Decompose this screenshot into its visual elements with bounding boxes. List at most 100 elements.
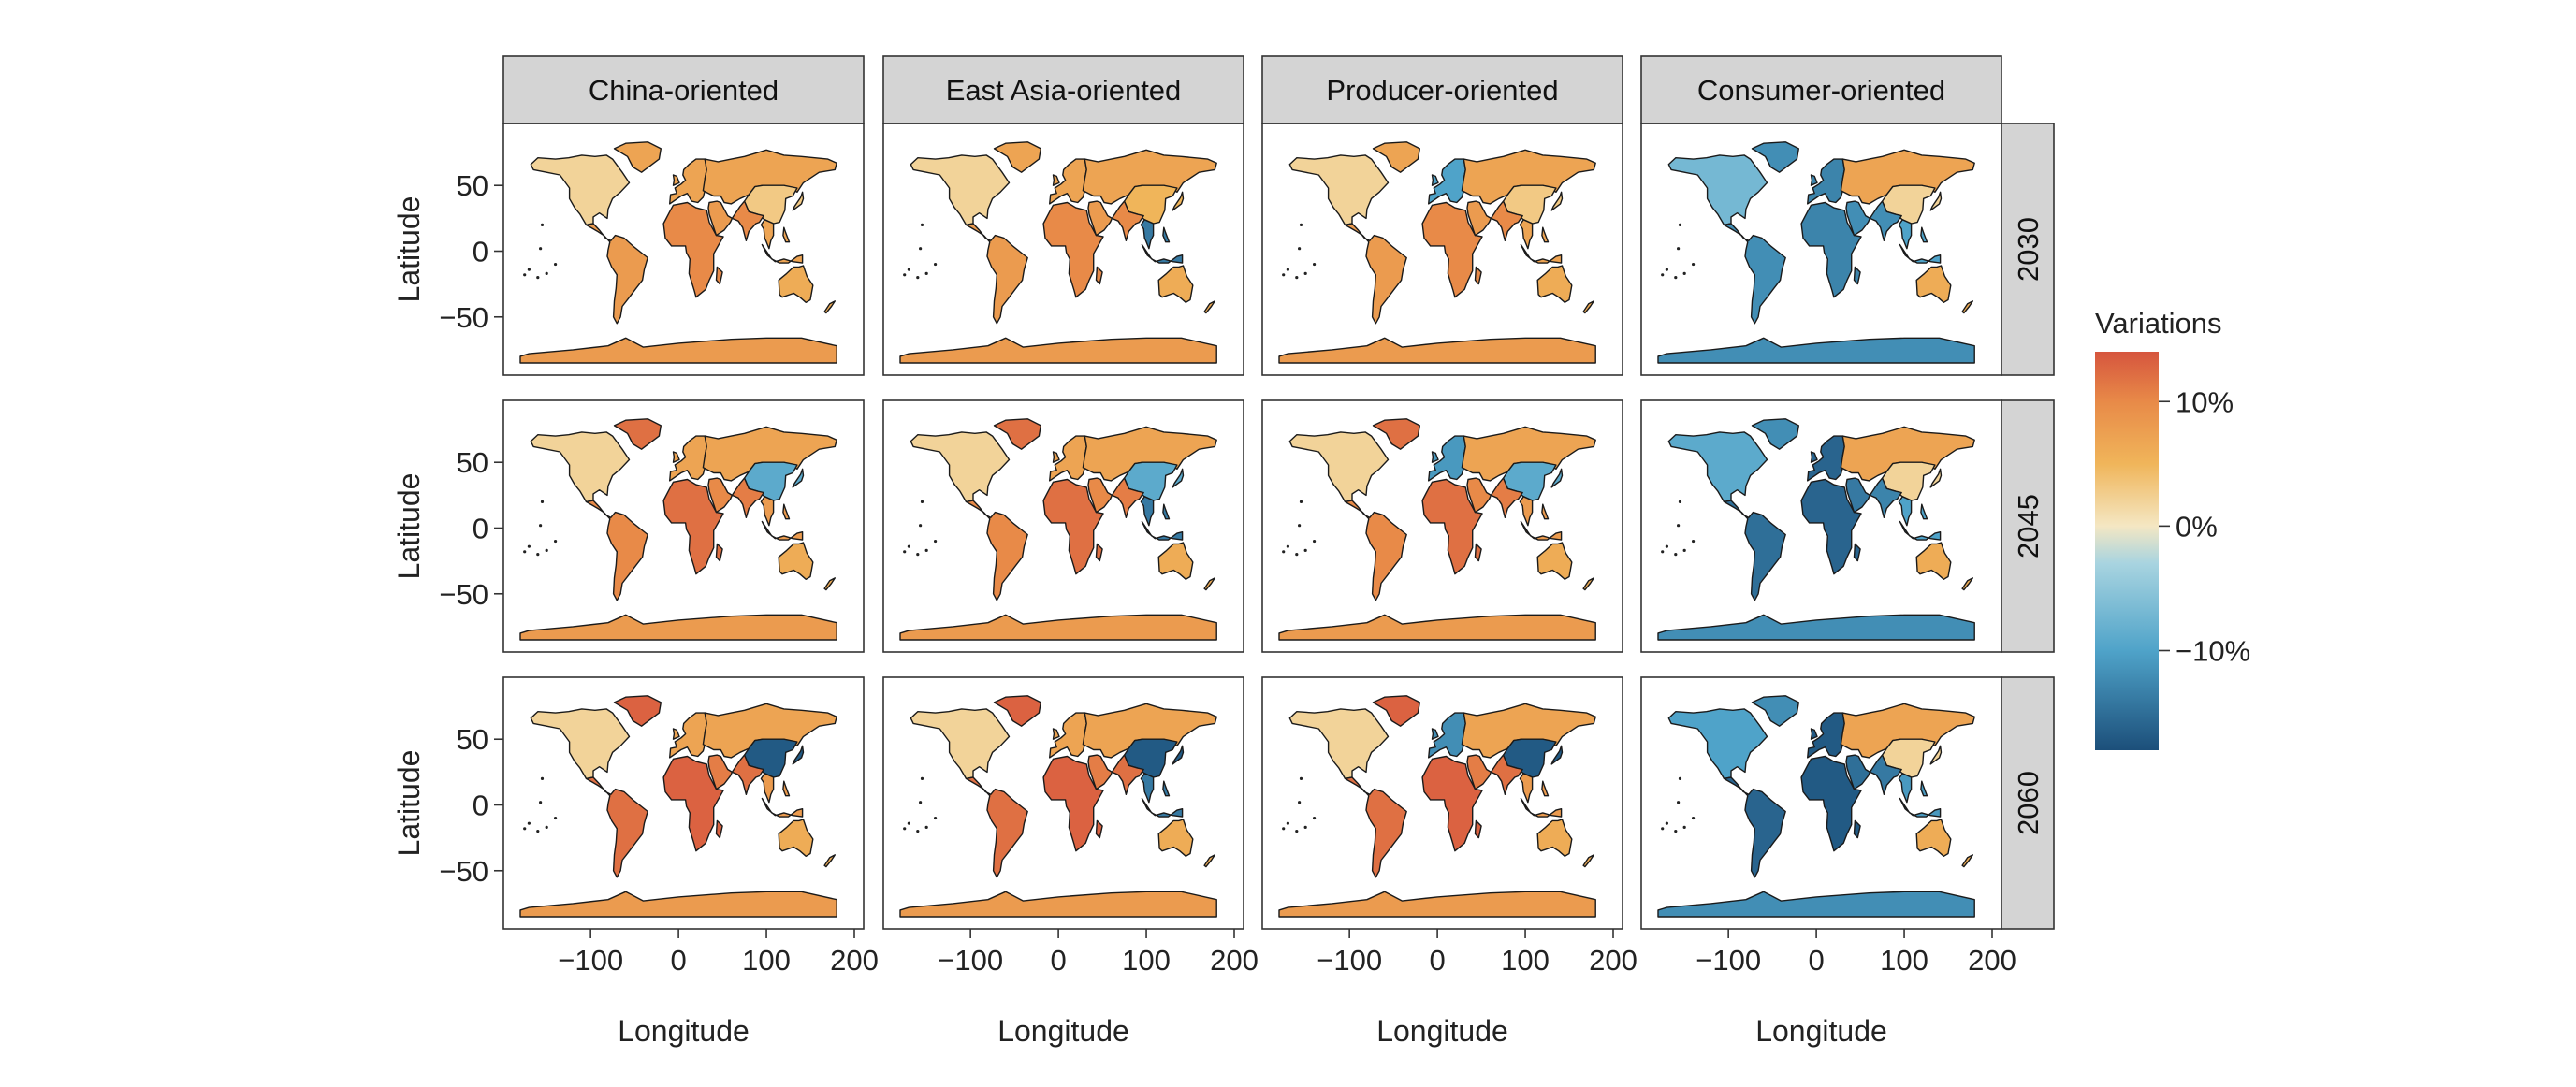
region-middle-east [1466, 477, 1492, 514]
column-strip: Producer-oriented [1261, 55, 1623, 124]
region-africa [1474, 819, 1482, 839]
region-southeast-asia [1899, 520, 1942, 541]
island-dot [1312, 262, 1317, 267]
region-oceania [1915, 819, 1952, 857]
island-dot [1682, 271, 1686, 275]
region-oceania [1915, 265, 1952, 303]
region-europe [1806, 435, 1845, 482]
island-dot [1677, 801, 1681, 804]
region-europe [1810, 174, 1818, 186]
region-europe [669, 712, 707, 759]
region-greenland [1372, 695, 1421, 727]
region-russia-central-asia [1461, 703, 1596, 759]
x-axis-title: Longitude [997, 1014, 1129, 1048]
region-oceania [823, 577, 836, 591]
island-dot [545, 271, 548, 275]
region-africa [1095, 819, 1103, 839]
region-north-america [530, 431, 631, 503]
region-china [1929, 191, 1943, 211]
region-china [1929, 468, 1943, 488]
island-dot [523, 827, 527, 831]
island-dot [1682, 825, 1686, 829]
axes-layer: 50 0 −50 Latitude 50 0 −50 Latitude 50 0 −50 Latitu… [392, 169, 2016, 1048]
region-south-asia [1869, 477, 1902, 518]
region-china [792, 468, 805, 488]
region-southeast-asia [1520, 520, 1563, 541]
island-dot [1282, 827, 1286, 831]
column-strip-label: Consumer-oriented [1697, 74, 1945, 107]
island-dot [1299, 223, 1303, 226]
region-south-asia [1869, 754, 1902, 795]
region-latin-america [1344, 500, 1407, 601]
region-southeast-asia [1541, 503, 1550, 520]
region-russia-central-asia [702, 426, 837, 482]
y-tick-label: 0 [473, 236, 488, 268]
region-middle-east [1845, 754, 1871, 790]
island-dot [553, 816, 558, 820]
map-panel [502, 123, 865, 376]
column-strip-label: Producer-oriented [1326, 74, 1558, 107]
x-tick-label: −100 [938, 944, 1003, 977]
x-tick-label: 200 [1589, 944, 1637, 977]
island-dot [1298, 801, 1302, 804]
legend-colorbar [2095, 352, 2159, 750]
region-southeast-asia [1162, 780, 1171, 797]
island-dot [919, 524, 923, 528]
region-southeast-asia [1519, 773, 1534, 804]
region-southeast-asia [1920, 780, 1928, 797]
region-antarctica [1657, 891, 1975, 918]
region-africa [715, 266, 723, 285]
region-europe [1052, 451, 1060, 463]
region-greenland [613, 418, 662, 450]
region-europe [669, 158, 707, 205]
island-dot [920, 500, 924, 503]
region-europe [672, 174, 680, 186]
strip-background [2001, 123, 2055, 376]
island-dot [1677, 524, 1681, 528]
region-russia-central-asia [1461, 149, 1596, 205]
y-tick-label: 50 [457, 446, 488, 479]
y-axis-title: Latitude [392, 750, 426, 857]
region-antarctica [899, 891, 1217, 918]
row-strip-label: 2030 [2012, 217, 2045, 282]
island-dot [924, 825, 928, 829]
island-dot [919, 247, 923, 251]
region-oceania [778, 542, 814, 580]
region-north-america [1667, 154, 1768, 226]
region-europe [1052, 174, 1060, 186]
region-antarctica [899, 614, 1217, 641]
region-greenland [1751, 418, 1800, 450]
x-tick-label: 100 [1880, 944, 1928, 977]
region-russia-central-asia [1840, 426, 1975, 482]
region-southeast-asia [760, 496, 775, 527]
region-greenland [1751, 141, 1800, 173]
island-dot [1312, 816, 1317, 820]
region-russia-central-asia [1082, 149, 1217, 205]
region-southeast-asia [1519, 496, 1534, 527]
island-dot [536, 276, 540, 280]
x-tick-label: 100 [1122, 944, 1171, 977]
island-dot [1295, 276, 1299, 280]
region-europe [1048, 435, 1087, 482]
map-panel [1640, 676, 2002, 930]
region-south-asia [731, 200, 764, 241]
island-dot [1303, 548, 1307, 552]
region-latin-america [965, 223, 1028, 325]
island-dot [523, 550, 527, 554]
island-dot [1286, 268, 1289, 271]
region-europe [672, 728, 680, 740]
map-panel [1261, 123, 1623, 376]
region-oceania [778, 819, 814, 857]
region-southeast-asia [1541, 226, 1550, 243]
region-southeast-asia [1140, 773, 1155, 804]
island-dot [539, 801, 543, 804]
region-oceania [1915, 542, 1952, 580]
region-antarctica [1657, 614, 1975, 641]
region-africa [662, 478, 724, 575]
region-china [1550, 191, 1564, 211]
region-europe [1048, 158, 1087, 205]
region-russia-central-asia [1461, 426, 1596, 482]
region-africa [1421, 755, 1483, 852]
region-southeast-asia [761, 243, 804, 264]
strip-background [2001, 676, 2055, 930]
